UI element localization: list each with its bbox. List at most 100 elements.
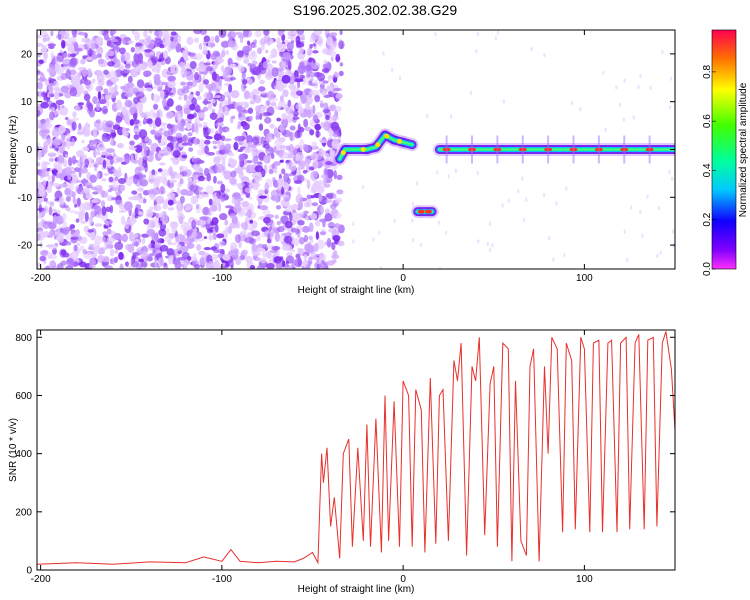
spectrogram-noise-blob [477, 239, 480, 244]
spectrogram-noise-blob [112, 141, 116, 146]
spectrogram-noise-blob [48, 100, 54, 110]
spectrogram-noise-blob [97, 71, 102, 78]
spectrogram-noise-blob [224, 143, 232, 151]
spectrogram-noise-blob [43, 221, 52, 225]
spectrogram-noise-blob [176, 187, 181, 195]
spectrogram-noise-blob [332, 235, 341, 242]
spectrogram-noise-blob [159, 122, 168, 126]
spectrogram-noise-blob [124, 220, 130, 230]
spectrogram-hot-spot [384, 133, 390, 139]
spectrogram-noise-blob [79, 105, 83, 110]
spectrogram-noise-blob [337, 240, 345, 247]
spectrogram-noise-blob [382, 51, 385, 56]
spectrogram-noise-blob [321, 90, 327, 96]
spectrogram-noise-blob [325, 32, 333, 38]
spectrogram-noise-blob [63, 204, 69, 208]
spectrogram-noise-blob [157, 80, 164, 90]
spectrogram-noise-blob [268, 54, 274, 60]
spectrogram-noise-blob [192, 138, 198, 145]
spectrogram-noise-blob [306, 244, 315, 253]
spectrogram-noise-blob [321, 68, 330, 73]
spectrogram-noise-blob [333, 87, 342, 92]
spectrogram-noise-blob [210, 53, 217, 60]
spectrogram-noise-blob [215, 163, 224, 174]
spectrogram-noise-blob [179, 245, 189, 253]
spectrogram-noise-blob [51, 128, 60, 138]
spectrogram-noise-blob [106, 148, 115, 154]
spectrogram-noise-blob [167, 199, 174, 206]
spectrogram-noise-blob [235, 256, 242, 266]
spectrogram-noise-blob [326, 260, 335, 266]
spectrogram-noise-blob [45, 138, 54, 147]
spectrogram-noise-blob [242, 45, 250, 55]
spectrogram-noise-blob [185, 203, 194, 210]
spectrogram-noise-blob [47, 152, 57, 158]
spectrogram-noise-blob [135, 91, 145, 99]
spectrogram-noise-blob [189, 60, 197, 70]
spectrogram-noise-blob [301, 226, 311, 233]
spectrogram-noise-blob [87, 49, 96, 56]
spectrogram-noise-blob [646, 194, 649, 199]
snr-y-axis-label: SNR (10 * v/v) [8, 418, 19, 482]
spectrogram-noise-blob [661, 49, 664, 54]
spectrogram-noise-blob [101, 206, 107, 216]
spectrogram-noise-blob [244, 187, 252, 194]
spectrogram-noise-blob [122, 40, 126, 45]
spectrogram-noise-blob [204, 139, 211, 145]
spectrogram-noise-blob [175, 132, 183, 138]
spectrogram-noise-blob [274, 232, 281, 242]
spectrogram-noise-blob [169, 179, 178, 183]
spectrogram-noise-blob [323, 94, 331, 99]
spectrogram-noise-blob [151, 244, 156, 249]
spectrogram-noise-blob [98, 30, 104, 36]
spectrogram-noise-blob [149, 109, 155, 119]
spectrogram-noise-blob [328, 228, 337, 233]
spectrogram-noise-blob [195, 204, 200, 210]
spectrogram-x-ticks: -200 -100 0 100 [31, 30, 593, 284]
spectrogram-noise-blob [199, 216, 209, 221]
spectrogram-noise-blob [303, 253, 308, 261]
spectrogram-noise-blob [71, 30, 77, 37]
spectrogram-noise-blob [194, 37, 199, 43]
spectrogram-noise-blob [37, 42, 44, 47]
spectrogram-noise-blob [202, 127, 211, 136]
spectrogram-noise-blob [274, 214, 279, 220]
spectrogram-noise-blob [219, 213, 228, 221]
spectrogram-noise-blob [37, 184, 45, 192]
spectrogram-noise-blob [274, 139, 283, 147]
spectrogram-noise-blob [95, 119, 101, 124]
spectrogram-noise-blob [210, 36, 215, 42]
spectrogram-noise-blob [49, 201, 55, 207]
spectrogram-noise-blob [243, 30, 249, 38]
spectrogram-noise-blob [174, 260, 182, 269]
spectrogram-noise-blob [256, 246, 262, 254]
spectrogram-noise-blob [198, 82, 204, 93]
spectrogram-noise-blob [260, 105, 268, 111]
spectrogram-noise-blob [43, 205, 48, 214]
spectrogram-noise-blob [154, 243, 162, 248]
spectrogram-noise-blob [143, 218, 150, 225]
spectrogram-noise-blob [242, 78, 248, 85]
spectrogram-noise-blob [172, 160, 179, 165]
spectrogram-noise-blob [271, 222, 276, 230]
spectrogram-noise-blob [296, 90, 303, 96]
spectrogram-noise-blob [43, 55, 47, 64]
spectrogram-noise-blob [333, 250, 338, 258]
spectrogram-noise-blob [169, 40, 176, 51]
spectrogram-noise-blob [145, 39, 155, 50]
spectrogram-noise-blob [182, 85, 190, 90]
spectrogram-noise-blob [154, 38, 163, 45]
spectrogram-noise-blob [198, 250, 205, 256]
spectrogram-noise-blob [563, 253, 566, 258]
spectrogram-noise-blob [303, 234, 309, 243]
spectrogram-noise-blob [275, 260, 283, 269]
spectrogram-noise-blob [46, 252, 53, 260]
snr-x-tick-label: -100 [212, 574, 232, 585]
spectrogram-noise-blob [502, 99, 506, 104]
spectrogram-noise-blob [179, 195, 185, 204]
spectrogram-noise-blob [73, 244, 78, 252]
spectrogram-noise-blob [249, 219, 254, 224]
spectrogram-noise-blob [102, 231, 109, 236]
spectrogram-noise-blob [131, 190, 138, 195]
spectrogram-noise-blob [306, 198, 312, 208]
